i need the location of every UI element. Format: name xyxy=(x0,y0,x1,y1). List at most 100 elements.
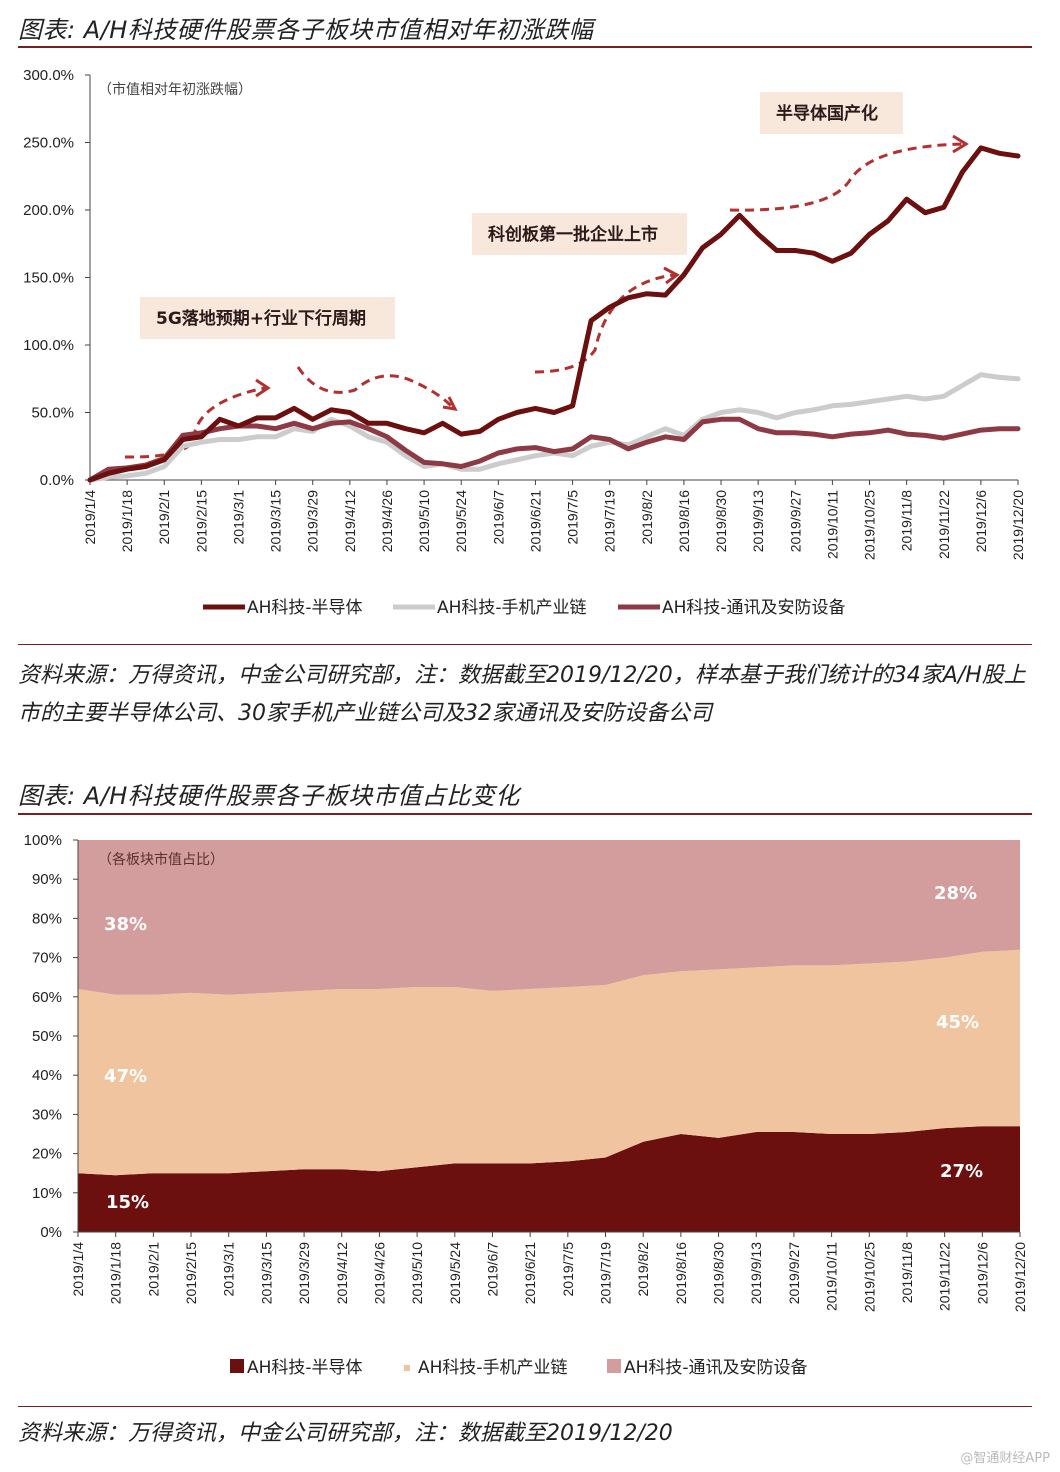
legend-label-phone: AH科技-手机产业链 xyxy=(418,1358,568,1378)
x-tick-label: 2019/11/8 xyxy=(899,490,915,551)
x-tick-label: 2019/4/12 xyxy=(334,1242,350,1304)
legend-swatch-phone xyxy=(404,1365,410,1371)
x-tick-label: 2019/3/15 xyxy=(268,490,284,552)
x-tick-label: 2019/2/15 xyxy=(193,490,209,552)
x-tick-label: 2019/4/26 xyxy=(379,490,395,552)
x-tick-label: 2019/6/7 xyxy=(484,1242,500,1297)
trend-arrow-1 xyxy=(124,386,266,459)
trend-arrow-3 xyxy=(534,273,676,374)
y-tick-label: 250.0% xyxy=(23,135,74,152)
chart2-source: 资料来源：万得资讯，中金公司研究部，注：数据截至2019/12/20 xyxy=(18,1421,673,1446)
trend-arrows xyxy=(124,142,966,459)
x-axis: 2019/1/4 2019/1/18 2019/2/1 2019/2/15 2019/3… xyxy=(70,1231,1028,1312)
annotation-localization-text: 半导体国产化 xyxy=(776,103,878,124)
line-chart: （市值相对年初涨跌幅） 0.0% 50.0% 100.0% 150.0% 200.0% 2… xyxy=(23,67,1026,618)
x-tick-label: 2019/10/25 xyxy=(861,1242,877,1312)
x-tick-label: 2019/11/22 xyxy=(937,1242,953,1311)
x-tick-label: 2019/10/25 xyxy=(862,490,878,560)
y-tick-label: 20% xyxy=(32,1146,62,1163)
x-tick-label: 2019/12/20 xyxy=(1010,490,1026,560)
series-lines xyxy=(87,145,1021,483)
x-tick-label: 2019/4/12 xyxy=(342,490,358,552)
label-phone-start: 47% xyxy=(104,1066,147,1087)
annotation-star-market-text: 科创板第一批企业上市 xyxy=(488,224,658,245)
chart2-bottom-rule xyxy=(18,1406,1032,1407)
y-tick-label: 100% xyxy=(24,832,62,849)
x-tick-label: 2019/1/4 xyxy=(70,1242,86,1297)
area-comm-security xyxy=(78,840,1020,995)
legend-label-phone: AH科技-手机产业链 xyxy=(437,598,587,618)
label-comm-start: 38% xyxy=(104,914,147,935)
x-tick-label: 2019/10/11 xyxy=(824,490,840,559)
chart2-title-rule xyxy=(18,813,1032,815)
trend-arrowheads xyxy=(255,134,969,411)
x-tick-label: 2019/6/7 xyxy=(490,490,506,545)
x-tick-label: 2019/7/5 xyxy=(560,1242,576,1297)
watermark: @智通财经APP xyxy=(960,1451,1050,1466)
label-comm-end: 28% xyxy=(934,883,977,904)
chart2-note: （各板块市值占比） xyxy=(98,851,224,868)
series-line-comm-security xyxy=(87,416,1021,483)
chart1-title-rule xyxy=(18,46,1032,48)
legend-label-semi: AH科技-半导体 xyxy=(247,1358,363,1378)
chart1-source: 资料来源：万得资讯，中金公司研究部，注：数据截至2019/12/20，样本基于我… xyxy=(18,663,1026,726)
chart1-bottom-rule xyxy=(18,644,1032,645)
y-tick-label: 150.0% xyxy=(23,270,74,287)
y-tick-label: 40% xyxy=(32,1067,62,1084)
x-tick-label: 2019/6/21 xyxy=(522,1242,538,1304)
y-tick-label: 50% xyxy=(32,1028,62,1045)
x-tick-label: 2019/6/21 xyxy=(527,490,543,552)
legend-label-comm: AH科技-通讯及安防设备 xyxy=(624,1358,808,1378)
x-tick-label: 2019/7/5 xyxy=(565,490,581,545)
x-axis: 2019/1/4 2019/1/18 2019/2/1 2019/2/15 2019/3… xyxy=(82,479,1026,560)
x-tick-label: 2019/2/15 xyxy=(183,1242,199,1304)
x-tick-label: 2019/8/16 xyxy=(673,1242,689,1304)
y-axis: 0.0% 50.0% 100.0% 150.0% 200.0% 250.0% 300.0% xyxy=(23,67,91,489)
x-tick-label: 2019/12/6 xyxy=(973,490,989,552)
label-semi-start: 15% xyxy=(106,1192,149,1213)
x-tick-label: 2019/2/1 xyxy=(145,1242,161,1297)
x-tick-label: 2019/8/30 xyxy=(713,490,729,552)
x-tick-label: 2019/3/1 xyxy=(230,490,246,545)
y-tick-label: 30% xyxy=(32,1106,62,1123)
x-tick-label: 2019/5/24 xyxy=(453,490,469,552)
y-tick-label: 0% xyxy=(40,1224,62,1241)
x-tick-label: 2019/9/27 xyxy=(786,1242,802,1304)
x-tick-label: 2019/11/22 xyxy=(936,490,952,559)
x-tick-label: 2019/10/11 xyxy=(824,1242,840,1311)
annotation-5g-text: 5G落地预期+行业下行周期 xyxy=(156,308,366,329)
x-tick-label: 2019/4/26 xyxy=(371,1242,387,1304)
y-tick-label: 100.0% xyxy=(23,337,74,354)
annotation-star-market: 科创板第一批企业上市 xyxy=(472,213,687,255)
trend-arrow-2 xyxy=(296,366,455,410)
annotation-localization: 半导体国产化 xyxy=(760,92,903,134)
series-line-semiconductor xyxy=(87,145,1021,483)
y-tick-label: 50.0% xyxy=(31,405,74,422)
x-tick-label: 2019/3/15 xyxy=(258,1242,274,1304)
x-tick-label: 2019/9/13 xyxy=(748,1242,764,1304)
chart1-title: 图表: A/H科技硬件股票各子板块市值相对年初涨跌幅 xyxy=(18,16,594,44)
x-tick-label: 2019/12/20 xyxy=(1012,1242,1028,1312)
x-tick-label: 2019/8/30 xyxy=(711,1242,727,1304)
x-tick-label: 2019/3/29 xyxy=(296,1242,312,1304)
x-tick-label: 2019/3/1 xyxy=(221,1242,237,1297)
x-tick-label: 2019/1/4 xyxy=(82,490,98,545)
y-tick-label: 200.0% xyxy=(23,202,74,219)
x-tick-label: 2019/9/27 xyxy=(787,490,803,552)
label-phone-end: 45% xyxy=(936,1012,979,1033)
legend-swatch-semi xyxy=(230,1359,244,1373)
x-tick-label: 2019/12/6 xyxy=(974,1242,990,1304)
x-tick-label: 2019/9/13 xyxy=(750,490,766,552)
chart2-title: 图表: A/H科技硬件股票各子板块市值占比变化 xyxy=(18,782,520,810)
legend-label-semi: AH科技-半导体 xyxy=(247,598,363,618)
chart1-note: （市值相对年初涨跌幅） xyxy=(98,81,252,98)
chart2-legend: AH科技-半导体 AH科技-手机产业链 AH科技-通讯及安防设备 xyxy=(230,1358,808,1378)
x-tick-label: 2019/8/16 xyxy=(676,490,692,552)
y-tick-label: 80% xyxy=(32,910,62,927)
legend-label-comm: AH科技-通讯及安防设备 xyxy=(662,598,846,618)
legend-swatch-comm xyxy=(607,1359,621,1373)
x-tick-label: 2019/3/29 xyxy=(305,490,321,552)
x-tick-label: 2019/7/19 xyxy=(598,1242,614,1304)
stacked-areas xyxy=(78,840,1020,1232)
x-tick-label: 2019/7/19 xyxy=(602,490,618,552)
